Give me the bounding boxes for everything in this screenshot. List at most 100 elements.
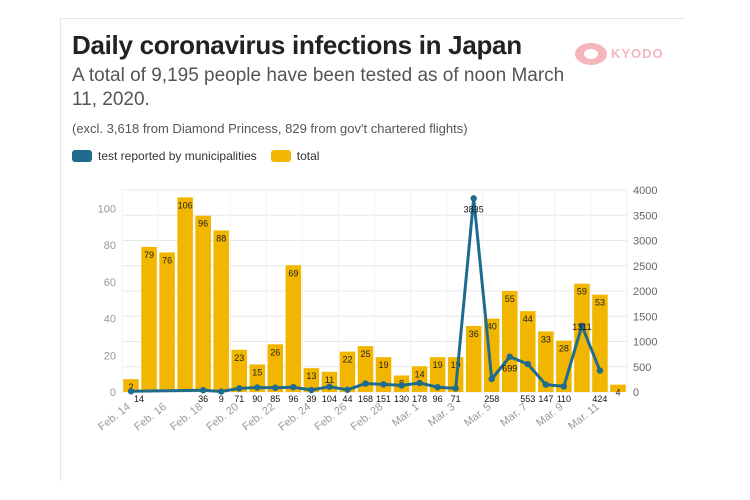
x-tick-label: Feb. 28 (349, 401, 386, 433)
bar (195, 215, 211, 392)
line-value-label: 258 (484, 394, 499, 404)
kyodo-logo-text: KYODO (611, 46, 664, 61)
bar (339, 351, 356, 392)
x-tick-label: Mar. 5 (462, 401, 493, 429)
x-tick-label: Feb. 20 (204, 401, 241, 433)
bar-value-label: 25 (360, 349, 370, 359)
line-value-label: 147 (538, 394, 553, 404)
x-tick-label: Feb. 26 (313, 401, 350, 433)
line-point (434, 383, 441, 391)
line-point (326, 383, 333, 390)
x-tick-label: Feb. 16 (132, 401, 169, 433)
bar-value-label: 44 (523, 314, 533, 324)
x-tick-label: Feb. 24 (276, 401, 313, 433)
bar-value-label: 106 (178, 200, 193, 210)
line-point (488, 375, 495, 383)
y-left-tick-label: 100 (98, 203, 116, 215)
bar-value-label: 4 (615, 388, 620, 398)
bar-value-label: 79 (144, 250, 154, 260)
line-point (308, 386, 315, 394)
bar-value-label: 23 (234, 353, 244, 363)
line-value-label: 424 (592, 394, 607, 404)
kyodo-logo-icon (575, 43, 607, 65)
bar-value-label: 26 (270, 347, 280, 357)
line-value-label: 699 (502, 364, 517, 374)
bar (502, 291, 518, 392)
bar-value-label: 22 (342, 355, 352, 365)
bar (249, 364, 266, 392)
bar (520, 311, 536, 392)
legend-label-municipalities: test reported by municipalities (98, 149, 257, 163)
legend-item-municipalities[interactable]: test reported by municipalities (72, 149, 257, 163)
y-left-tick-label: 0 (110, 387, 116, 399)
line-value-label: 85 (270, 394, 280, 404)
y-right-tick-label: 0 (633, 387, 639, 399)
bar-value-label: 2 (129, 382, 134, 392)
chart-frame (60, 18, 685, 481)
chart-subtitle: A total of 9,195 people have been tested… (72, 65, 565, 110)
y-left-tick-label: 60 (104, 277, 116, 289)
x-tick-label: Mar. 3 (426, 401, 457, 429)
bar (411, 366, 428, 392)
line-point (217, 388, 225, 395)
bar (231, 349, 247, 392)
line-value-label: 39 (306, 394, 316, 404)
line-point (506, 353, 513, 360)
line-point (254, 384, 261, 391)
y-right-tick-label: 2000 (633, 286, 657, 298)
line-value-label: 71 (234, 394, 244, 404)
line-value-label: 71 (451, 394, 461, 404)
bar (357, 346, 374, 392)
line-point (578, 322, 586, 329)
bar (267, 344, 284, 392)
line-value-label: 130 (394, 394, 409, 404)
line-point (452, 385, 459, 392)
x-tick-label: Mar. 7 (498, 401, 529, 429)
bar (610, 384, 626, 392)
y-right-tick-label: 3500 (633, 210, 657, 222)
chart-note: (excl. 3,618 from Diamond Princess, 829 … (72, 121, 468, 136)
bar-value-label: 53 (595, 298, 605, 308)
x-tick-label: Mar. 9 (534, 401, 565, 429)
x-tick-label: Mar. 11 (566, 401, 602, 433)
line-point (542, 381, 550, 388)
line-value-label: 3835 (464, 204, 484, 214)
legend-swatch-bar (270, 150, 291, 162)
bar (303, 368, 320, 392)
y-left-tick-label: 80 (104, 240, 116, 252)
y-left-tick-label: 20 (104, 350, 116, 362)
x-tick-label: Feb. 18 (168, 401, 205, 433)
page-title: Daily coronavirus infections in Japan (72, 30, 522, 60)
line-value-label: 553 (520, 394, 535, 404)
bar (429, 357, 446, 392)
line-point (236, 385, 243, 392)
bar (285, 265, 302, 392)
y-right-tick-label: 1000 (633, 337, 657, 349)
line-point (470, 195, 477, 202)
line-point (272, 384, 279, 391)
bar-value-label: 19 (451, 360, 461, 370)
line-point (596, 367, 604, 374)
bar (556, 340, 572, 392)
bar-value-label: 69 (288, 268, 298, 278)
bar (141, 246, 157, 392)
bar-value-label: 15 (252, 367, 262, 377)
line-point (560, 383, 568, 390)
line-point (398, 382, 405, 389)
bar-value-label: 19 (379, 360, 389, 370)
y-left-tick-label: 40 (104, 314, 116, 326)
line-value-label: 104 (322, 394, 337, 404)
bar-value-label: 28 (559, 344, 569, 354)
line-value-label: 90 (252, 394, 262, 404)
bar-value-label: 33 (541, 334, 551, 344)
line-point (380, 381, 387, 388)
legend-item-total[interactable]: total (270, 149, 319, 163)
line-value-label: 9 (219, 394, 224, 404)
line-value-label: 1311 (572, 322, 591, 332)
bar (538, 331, 554, 392)
line-point (127, 388, 135, 395)
bar (123, 379, 139, 392)
y-right-tick-label: 2500 (633, 261, 657, 273)
bar-value-label: 55 (505, 294, 515, 304)
